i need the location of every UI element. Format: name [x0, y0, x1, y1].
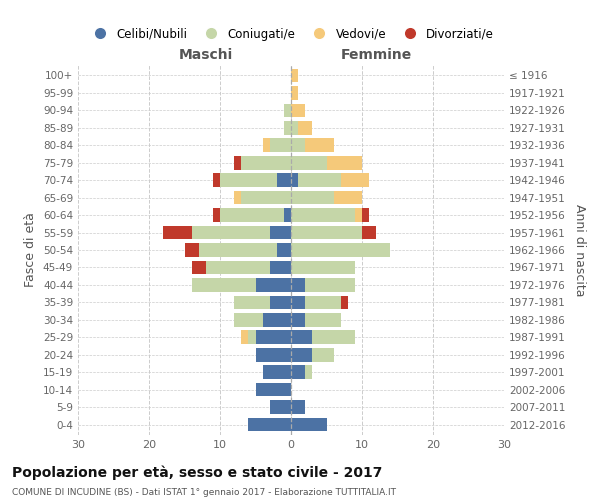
- Bar: [291, 348, 313, 362]
- Text: Maschi: Maschi: [179, 48, 233, 62]
- Bar: [305, 313, 341, 326]
- Bar: [241, 330, 248, 344]
- Bar: [191, 226, 270, 239]
- Bar: [234, 296, 270, 309]
- Bar: [263, 366, 291, 379]
- Bar: [270, 226, 291, 239]
- Bar: [185, 243, 199, 257]
- Bar: [284, 208, 291, 222]
- Bar: [313, 348, 334, 362]
- Bar: [270, 260, 291, 274]
- Bar: [291, 208, 355, 222]
- Bar: [291, 156, 326, 170]
- Bar: [234, 156, 241, 170]
- Bar: [305, 278, 355, 291]
- Bar: [241, 156, 291, 170]
- Bar: [270, 138, 291, 152]
- Bar: [248, 418, 291, 432]
- Bar: [163, 226, 191, 239]
- Bar: [256, 383, 291, 396]
- Bar: [362, 226, 376, 239]
- Bar: [263, 313, 291, 326]
- Bar: [284, 104, 291, 117]
- Bar: [270, 400, 291, 414]
- Bar: [213, 208, 220, 222]
- Bar: [305, 296, 341, 309]
- Bar: [213, 174, 220, 187]
- Bar: [277, 174, 291, 187]
- Bar: [291, 260, 355, 274]
- Bar: [199, 243, 277, 257]
- Bar: [291, 226, 362, 239]
- Bar: [298, 121, 313, 134]
- Bar: [305, 138, 334, 152]
- Bar: [355, 208, 362, 222]
- Bar: [291, 400, 305, 414]
- Bar: [248, 330, 256, 344]
- Bar: [334, 191, 362, 204]
- Bar: [291, 278, 305, 291]
- Bar: [305, 366, 313, 379]
- Bar: [256, 278, 291, 291]
- Bar: [313, 330, 355, 344]
- Bar: [341, 174, 369, 187]
- Bar: [291, 418, 326, 432]
- Bar: [191, 260, 206, 274]
- Bar: [241, 191, 291, 204]
- Bar: [234, 313, 263, 326]
- Text: Femmine: Femmine: [341, 48, 412, 62]
- Text: COMUNE DI INCUDINE (BS) - Dati ISTAT 1° gennaio 2017 - Elaborazione TUTTITALIA.I: COMUNE DI INCUDINE (BS) - Dati ISTAT 1° …: [12, 488, 396, 497]
- Bar: [291, 366, 305, 379]
- Y-axis label: Anni di nascita: Anni di nascita: [572, 204, 586, 296]
- Bar: [326, 156, 362, 170]
- Text: Popolazione per età, sesso e stato civile - 2017: Popolazione per età, sesso e stato civil…: [12, 466, 382, 480]
- Bar: [270, 296, 291, 309]
- Bar: [263, 138, 270, 152]
- Bar: [291, 138, 305, 152]
- Bar: [291, 68, 298, 82]
- Bar: [234, 191, 241, 204]
- Bar: [291, 191, 334, 204]
- Bar: [291, 313, 305, 326]
- Legend: Celibi/Nubili, Coniugati/e, Vedovi/e, Divorziati/e: Celibi/Nubili, Coniugati/e, Vedovi/e, Di…: [83, 23, 499, 45]
- Bar: [256, 330, 291, 344]
- Bar: [277, 243, 291, 257]
- Bar: [206, 260, 270, 274]
- Bar: [291, 86, 298, 100]
- Bar: [298, 174, 341, 187]
- Bar: [291, 121, 298, 134]
- Bar: [220, 174, 277, 187]
- Bar: [191, 278, 256, 291]
- Bar: [220, 208, 284, 222]
- Bar: [284, 121, 291, 134]
- Bar: [291, 243, 391, 257]
- Bar: [291, 174, 298, 187]
- Bar: [291, 104, 305, 117]
- Bar: [256, 348, 291, 362]
- Bar: [362, 208, 369, 222]
- Bar: [341, 296, 348, 309]
- Bar: [291, 330, 313, 344]
- Bar: [291, 296, 305, 309]
- Y-axis label: Fasce di età: Fasce di età: [25, 212, 37, 288]
